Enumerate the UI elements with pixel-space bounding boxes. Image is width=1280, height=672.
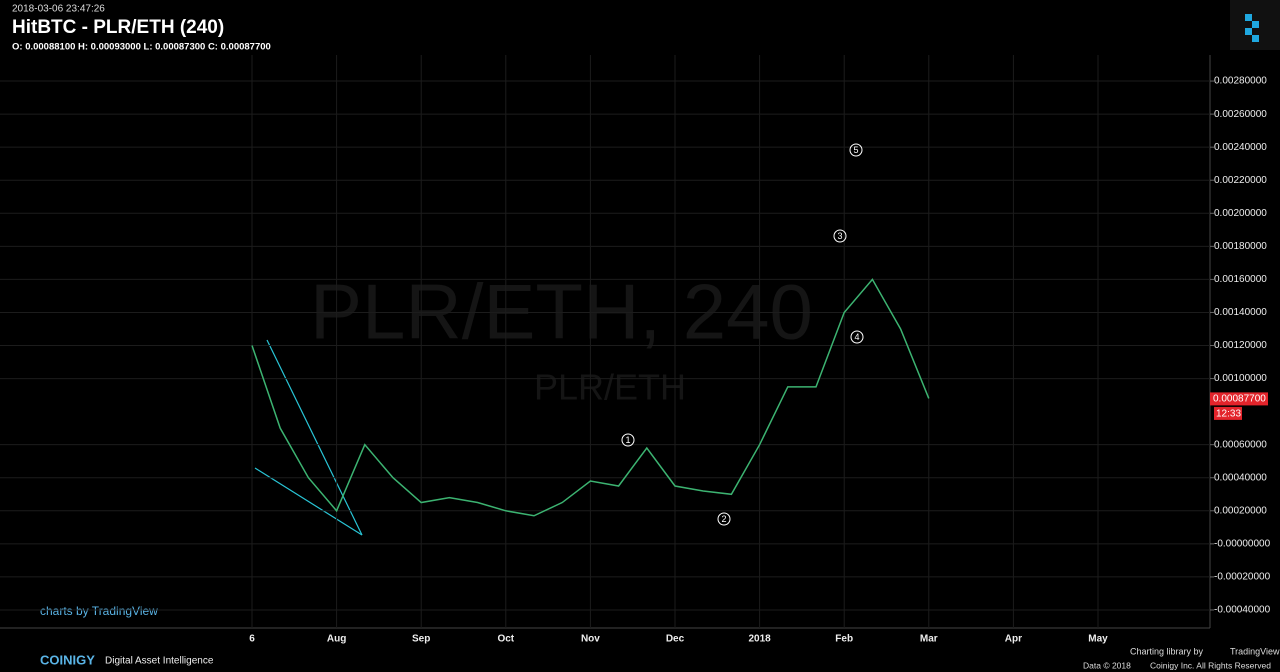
x-tick-label: 2018 (748, 634, 771, 645)
y-tick-label: 0.00220000 (1214, 175, 1267, 186)
wave-marker (833, 229, 847, 243)
wave-label: 4 (854, 332, 859, 342)
y-tick-label: 0.00240000 (1214, 142, 1267, 153)
x-tick-label: Apr (1005, 634, 1022, 645)
y-tick-label: 0.00180000 (1214, 241, 1267, 252)
watermark-sub: PLR/ETH (534, 367, 686, 408)
x-tick-label: Sep (412, 634, 430, 645)
y-tick-label: 0.00260000 (1214, 109, 1267, 120)
x-tick-label: Dec (666, 634, 685, 645)
y-tick-label: 0.00280000 (1214, 76, 1267, 87)
timestamp: 2018-03-06 23:47:26 (12, 4, 105, 15)
watermark: PLR/ETH, 240 (310, 268, 813, 356)
countdown-box (1214, 406, 1242, 420)
y-tick-label: 0.00120000 (1214, 340, 1267, 351)
wave-label: 5 (853, 145, 858, 155)
tagline: Digital Asset Intelligence (105, 656, 214, 667)
data-copyright: Data © 2018 (1083, 660, 1131, 670)
brand: COINIGY (40, 652, 95, 667)
wave-label: 3 (837, 231, 842, 241)
wave-marker (621, 433, 635, 447)
y-tick-label: -0.00000000 (1214, 538, 1271, 549)
ohlc: O: 0.00088100 H: 0.00093000 L: 0.0008730… (12, 42, 271, 53)
tv-credit: charts by TradingView (40, 604, 158, 618)
charting-by: Charting library by (1130, 646, 1204, 656)
y-tick-label: 0.00140000 (1214, 307, 1267, 318)
logo (1245, 14, 1259, 42)
y-tick-label: 0.00200000 (1214, 208, 1267, 219)
wave-marker (717, 512, 731, 526)
x-tick-label: Aug (327, 634, 346, 645)
x-tick-label: May (1088, 634, 1108, 645)
x-tick-label: Nov (581, 634, 600, 645)
wave-marker (850, 330, 864, 344)
y-tick-label: 0.00060000 (1214, 439, 1267, 450)
price-tag (1210, 392, 1268, 406)
y-tick-label: 0.00040000 (1214, 472, 1267, 483)
y-tick-label: 0.00020000 (1214, 505, 1267, 516)
y-tick-label: 0.00100000 (1214, 373, 1267, 384)
trend-line (254, 467, 363, 536)
y-tick-label: 0.00160000 (1214, 274, 1267, 285)
wave-label: 2 (721, 514, 726, 524)
chart-title: HitBTC - PLR/ETH (240) (12, 17, 224, 38)
price-line (251, 278, 930, 517)
y-tick-label: -0.00020000 (1214, 572, 1271, 583)
wave-label: 1 (625, 435, 630, 445)
x-tick-label: Feb (835, 634, 853, 645)
y-tick-label: -0.00040000 (1214, 605, 1271, 616)
x-tick-label: 6 (249, 634, 255, 645)
price-tag-label: 0.00087700 (1213, 394, 1266, 405)
trend-line (266, 339, 363, 536)
rights: Coinigy Inc. All Rights Reserved (1150, 660, 1271, 670)
countdown: 12:33 (1216, 409, 1241, 420)
wave-marker (849, 143, 863, 157)
x-tick-label: Mar (920, 634, 938, 645)
tv-name: TradingView (1230, 646, 1280, 656)
x-tick-label: Oct (497, 634, 514, 645)
